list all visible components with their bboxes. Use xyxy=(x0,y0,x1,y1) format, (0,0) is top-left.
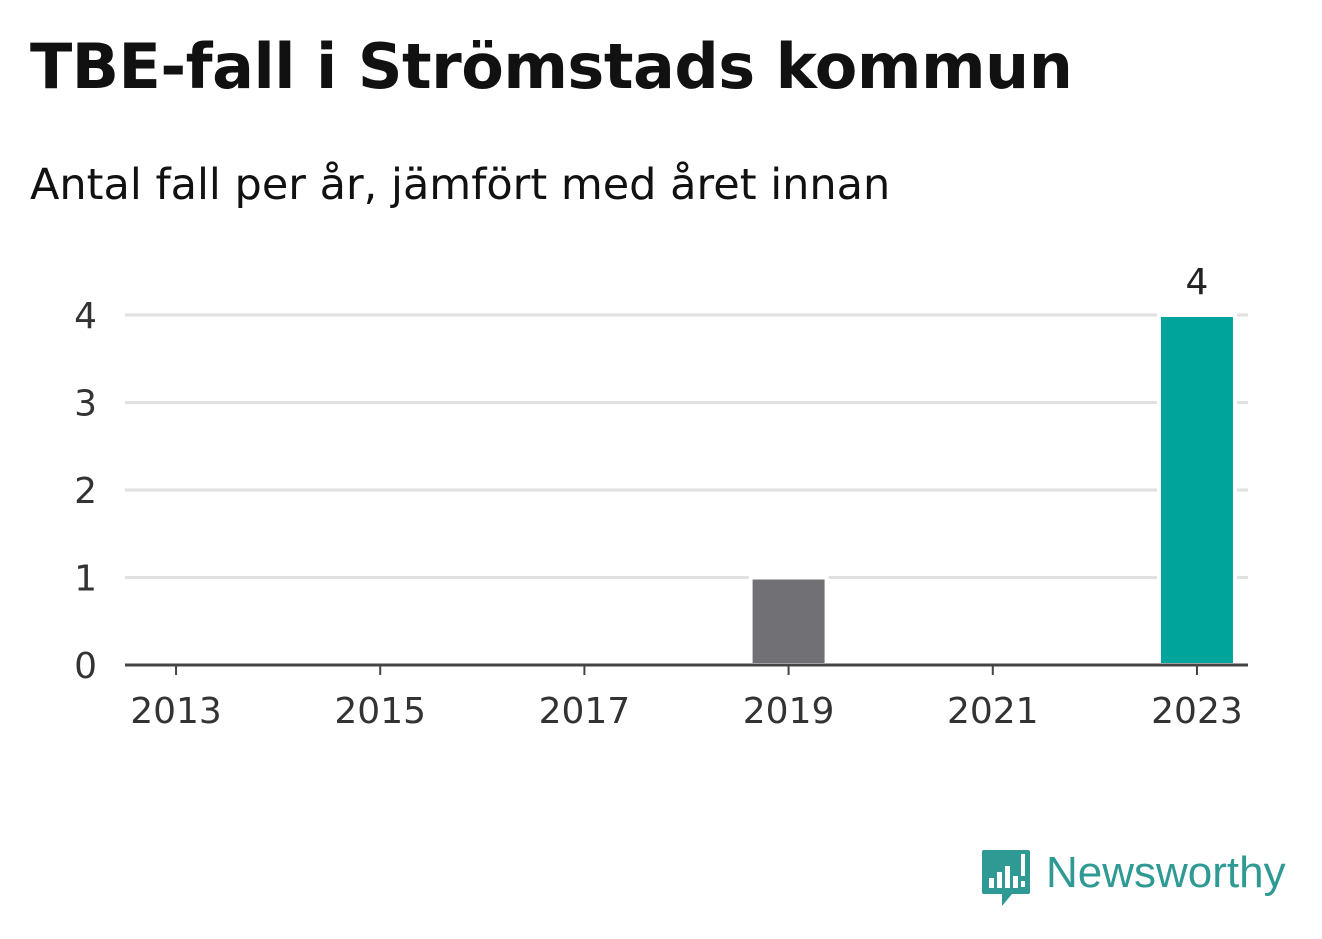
bars xyxy=(748,313,1237,667)
chart-subtitle: Antal fall per år, jämfört med året inna… xyxy=(30,160,891,210)
bar-2019 xyxy=(748,575,829,667)
x-tick-label: 2021 xyxy=(947,691,1039,732)
gridlines xyxy=(125,313,1248,579)
y-tick-label: 0 xyxy=(74,646,97,687)
labels: 0 1 2 3 4 2013 2015 2017 2019 2021 2023 4 xyxy=(74,262,1243,732)
x-tick-label: 2017 xyxy=(539,691,631,732)
bar-chart-speech-bubble-icon xyxy=(982,850,1030,906)
x-tick-label: 2015 xyxy=(334,691,426,732)
bar-2023 xyxy=(1156,313,1237,667)
y-tick-label: 4 xyxy=(74,296,97,337)
y-tick-label: 3 xyxy=(74,384,97,425)
x-tick-label: 2013 xyxy=(130,691,222,732)
y-tick-label: 2 xyxy=(74,471,97,512)
x-tick-label: 2023 xyxy=(1151,691,1243,732)
y-tick-label: 1 xyxy=(74,559,97,600)
x-tick-label: 2019 xyxy=(743,691,835,732)
brand-name: Newsworthy xyxy=(1046,848,1286,897)
newsworthy-logo: Newsworthy xyxy=(980,848,1286,910)
axes xyxy=(125,663,1248,675)
chart-title: TBE-fall i Strömstads kommun xyxy=(30,30,1073,103)
data-label: 4 xyxy=(1186,262,1209,303)
